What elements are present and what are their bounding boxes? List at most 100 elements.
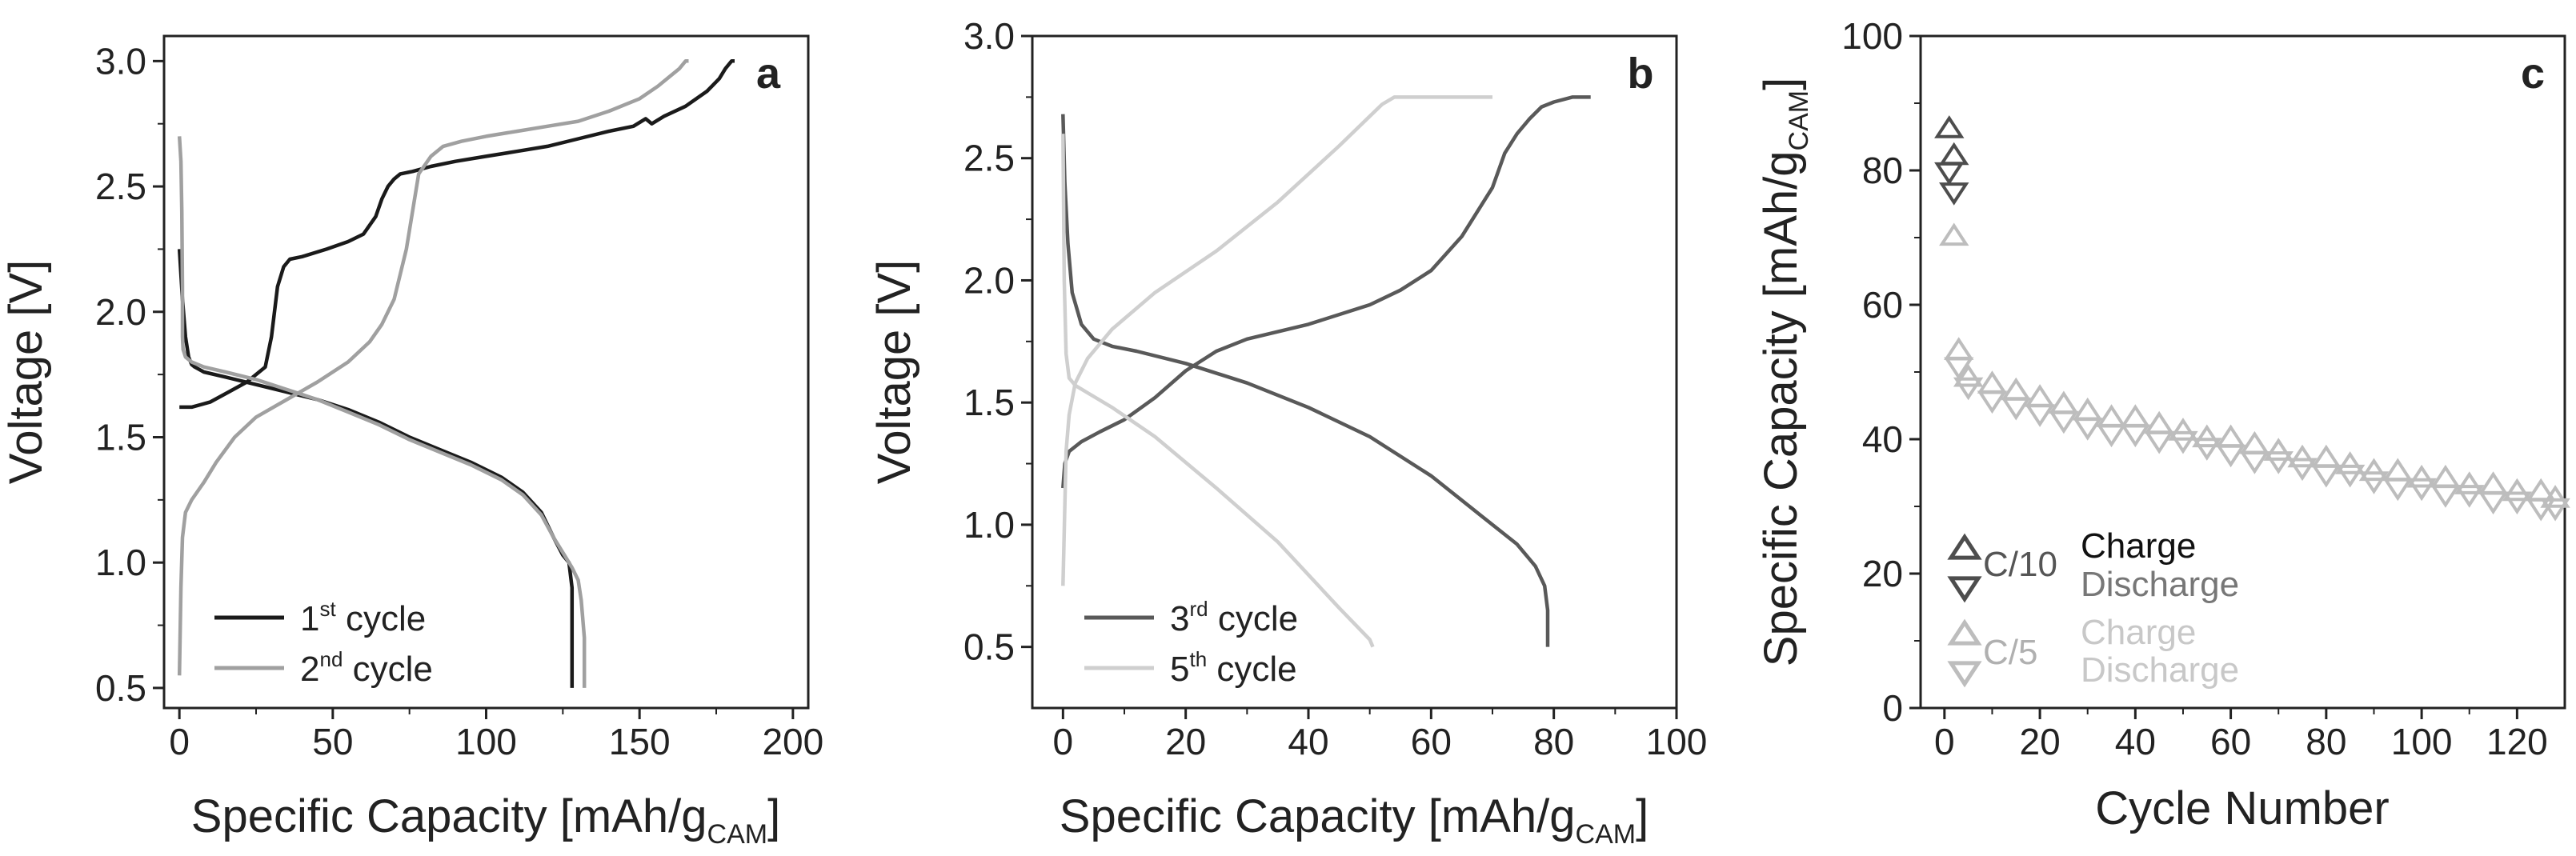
x-tick-label: 150 xyxy=(609,721,671,762)
x-tick-label: 60 xyxy=(2210,721,2251,762)
data-point-c-5-discharge xyxy=(2540,498,2570,522)
y-tick-label: 3.0 xyxy=(963,15,1015,57)
x-tick-label: 0 xyxy=(169,721,190,762)
data-point-c-10-discharge xyxy=(1934,162,1965,186)
panel-c-ylabel: Specific Capacity [mAh/gCAM] xyxy=(1755,78,1814,666)
data-point-c-5-discharge xyxy=(2073,418,2103,441)
legend-c10-rate: C/10 xyxy=(1983,545,2057,584)
y-tick-label: 2.0 xyxy=(95,291,146,333)
data-point-c-5-discharge xyxy=(2430,485,2461,508)
data-point-c-5-discharge xyxy=(2358,471,2390,494)
panel-c-letter: c xyxy=(2521,50,2545,98)
data-point-c-5-discharge xyxy=(2454,485,2485,508)
data-point-c-5-discharge xyxy=(2096,424,2127,448)
data-point-c-5-charge xyxy=(2358,458,2390,482)
y-tick-label: 3.0 xyxy=(95,40,146,82)
data-point-c-5-discharge xyxy=(2144,430,2174,454)
series-line-3rd-cycle-charge xyxy=(1061,95,1591,489)
panel-b: 0 20 40 60 80 100 0.5 1.0 1.5 2.0 2.5 3.0 b Voltage… xyxy=(868,15,1707,850)
data-point-c-5-discharge xyxy=(2025,404,2055,427)
legend-1st-cycle-label: 1st cycle xyxy=(300,597,426,638)
panel-a-xlabel: Specific Capacity [mAh/gCAM] xyxy=(191,790,780,850)
data-point-c-5-charge xyxy=(1953,363,1984,387)
y-tick-label: 1.0 xyxy=(963,504,1015,546)
data-point-c-5-charge xyxy=(2430,464,2461,488)
panel-b-ylabel: Voltage [V] xyxy=(868,260,920,485)
data-point-c-5-charge xyxy=(2334,451,2366,474)
x-tick-label: 200 xyxy=(762,721,823,762)
legend-c10-discharge: Discharge xyxy=(2081,565,2239,604)
data-point-c-5-discharge xyxy=(1953,377,1984,401)
legend-c10-charge: Charge xyxy=(2081,526,2196,566)
data-point-c-5-charge xyxy=(2168,418,2198,441)
data-point-c-10-discharge xyxy=(1939,182,1969,206)
legend-c5-rate: C/5 xyxy=(1983,633,2037,672)
panel-c-xlabel: Cycle Number xyxy=(2095,782,2389,834)
data-point-c-5-charge xyxy=(2192,424,2222,448)
x-tick-label: 120 xyxy=(2486,721,2548,762)
y-tick-label: 0.5 xyxy=(95,667,146,709)
data-point-c-5-discharge xyxy=(2382,478,2413,502)
legend-3rd-cycle-label: 3rd cycle xyxy=(1170,597,1298,638)
y-tick-label: 2.5 xyxy=(963,138,1015,179)
panel-c: 0 20 40 60 80 100 120 0 20 40 60 80 100 c Specific C… xyxy=(1755,15,2570,834)
data-point-c-5-charge xyxy=(2215,424,2246,448)
y-tick-label: 100 xyxy=(1841,15,1903,57)
data-point-c-5-charge xyxy=(2144,410,2174,434)
data-point-c-5-charge xyxy=(2120,404,2151,427)
x-tick-label: 0 xyxy=(1053,721,1074,762)
panel-a-series xyxy=(177,59,735,688)
panel-c-legend: C/10 Charge Discharge C/5 Charge Dischar… xyxy=(1947,526,2239,690)
y-tick-label: 40 xyxy=(1862,418,1903,460)
data-point-c-5-charge xyxy=(1939,222,1969,246)
x-tick-label: 80 xyxy=(2306,721,2346,762)
data-point-c-5-discharge xyxy=(2478,491,2509,515)
panel-b-ticks: 0 20 40 60 80 100 0.5 1.0 1.5 2.0 2.5 3.0 xyxy=(963,15,1707,762)
data-point-c-5-discharge xyxy=(2502,491,2533,515)
y-tick-label: 80 xyxy=(1862,150,1903,191)
panel-c-legend-markers xyxy=(1947,533,1982,688)
data-point-c-5-charge xyxy=(1977,370,2008,394)
panel-a-ylabel: Voltage [V] xyxy=(0,260,52,485)
x-tick-label: 100 xyxy=(455,721,517,762)
data-point-c-5-discharge xyxy=(2287,458,2318,482)
data-point-c-5-charge xyxy=(2406,464,2437,488)
x-tick-label: 80 xyxy=(1533,721,1574,762)
panel-c-frame xyxy=(1919,34,2566,710)
data-point-c-5-charge xyxy=(2287,444,2318,468)
data-point-c-5-discharge xyxy=(2168,430,2198,454)
data-point-c-5-charge xyxy=(2311,444,2342,468)
y-tick-label: 1.0 xyxy=(95,542,146,583)
data-point-c-5-discharge xyxy=(2334,464,2366,488)
y-tick-label: 2.5 xyxy=(95,166,146,207)
data-point-c-5-charge xyxy=(2478,471,2509,494)
data-point-c-5-charge xyxy=(2025,384,2055,407)
panel-a: 0 50 100 150 200 0.5 1.0 1.5 2.0 2.5 3.0 a Voltage… xyxy=(0,34,823,850)
data-point-c-5-discharge xyxy=(2406,478,2437,502)
data-point-c-5-discharge xyxy=(2049,410,2079,434)
legend-c10-charge-marker xyxy=(1947,533,1982,560)
data-point-c-5-discharge xyxy=(2120,424,2151,448)
y-tick-label: 0.5 xyxy=(963,626,1015,668)
data-point-c-5-charge xyxy=(2263,438,2294,461)
data-point-c-5-discharge xyxy=(2526,498,2556,522)
panel-a-ticks: 0 50 100 150 200 0.5 1.0 1.5 2.0 2.5 3.0 xyxy=(95,40,823,762)
data-point-c-5-discharge xyxy=(2001,397,2031,421)
legend-c5-discharge-marker xyxy=(1947,661,1982,688)
data-point-c-5-discharge xyxy=(2263,451,2294,474)
data-point-c-5-charge xyxy=(2239,430,2270,454)
y-tick-label: 2.0 xyxy=(963,259,1015,301)
legend-c5-charge: Charge xyxy=(2081,613,2196,652)
data-point-c-5-charge xyxy=(2096,404,2127,427)
panel-c-ticks: 0 20 40 60 80 100 120 0 20 40 60 80 100 xyxy=(1841,15,2547,762)
data-point-c-5-discharge xyxy=(2311,464,2342,488)
data-point-c-5-discharge xyxy=(2192,438,2222,461)
x-tick-label: 60 xyxy=(1411,721,1452,762)
data-point-c-5-discharge xyxy=(2239,451,2270,474)
series-line-3rd-cycle-discharge xyxy=(1061,114,1550,647)
data-point-c-5-charge xyxy=(2454,471,2485,494)
data-point-c-5-charge xyxy=(1944,337,1974,360)
panel-a-legend: 1st cycle 2nd cycle xyxy=(214,597,433,689)
legend-c5-discharge: Discharge xyxy=(2081,650,2239,690)
